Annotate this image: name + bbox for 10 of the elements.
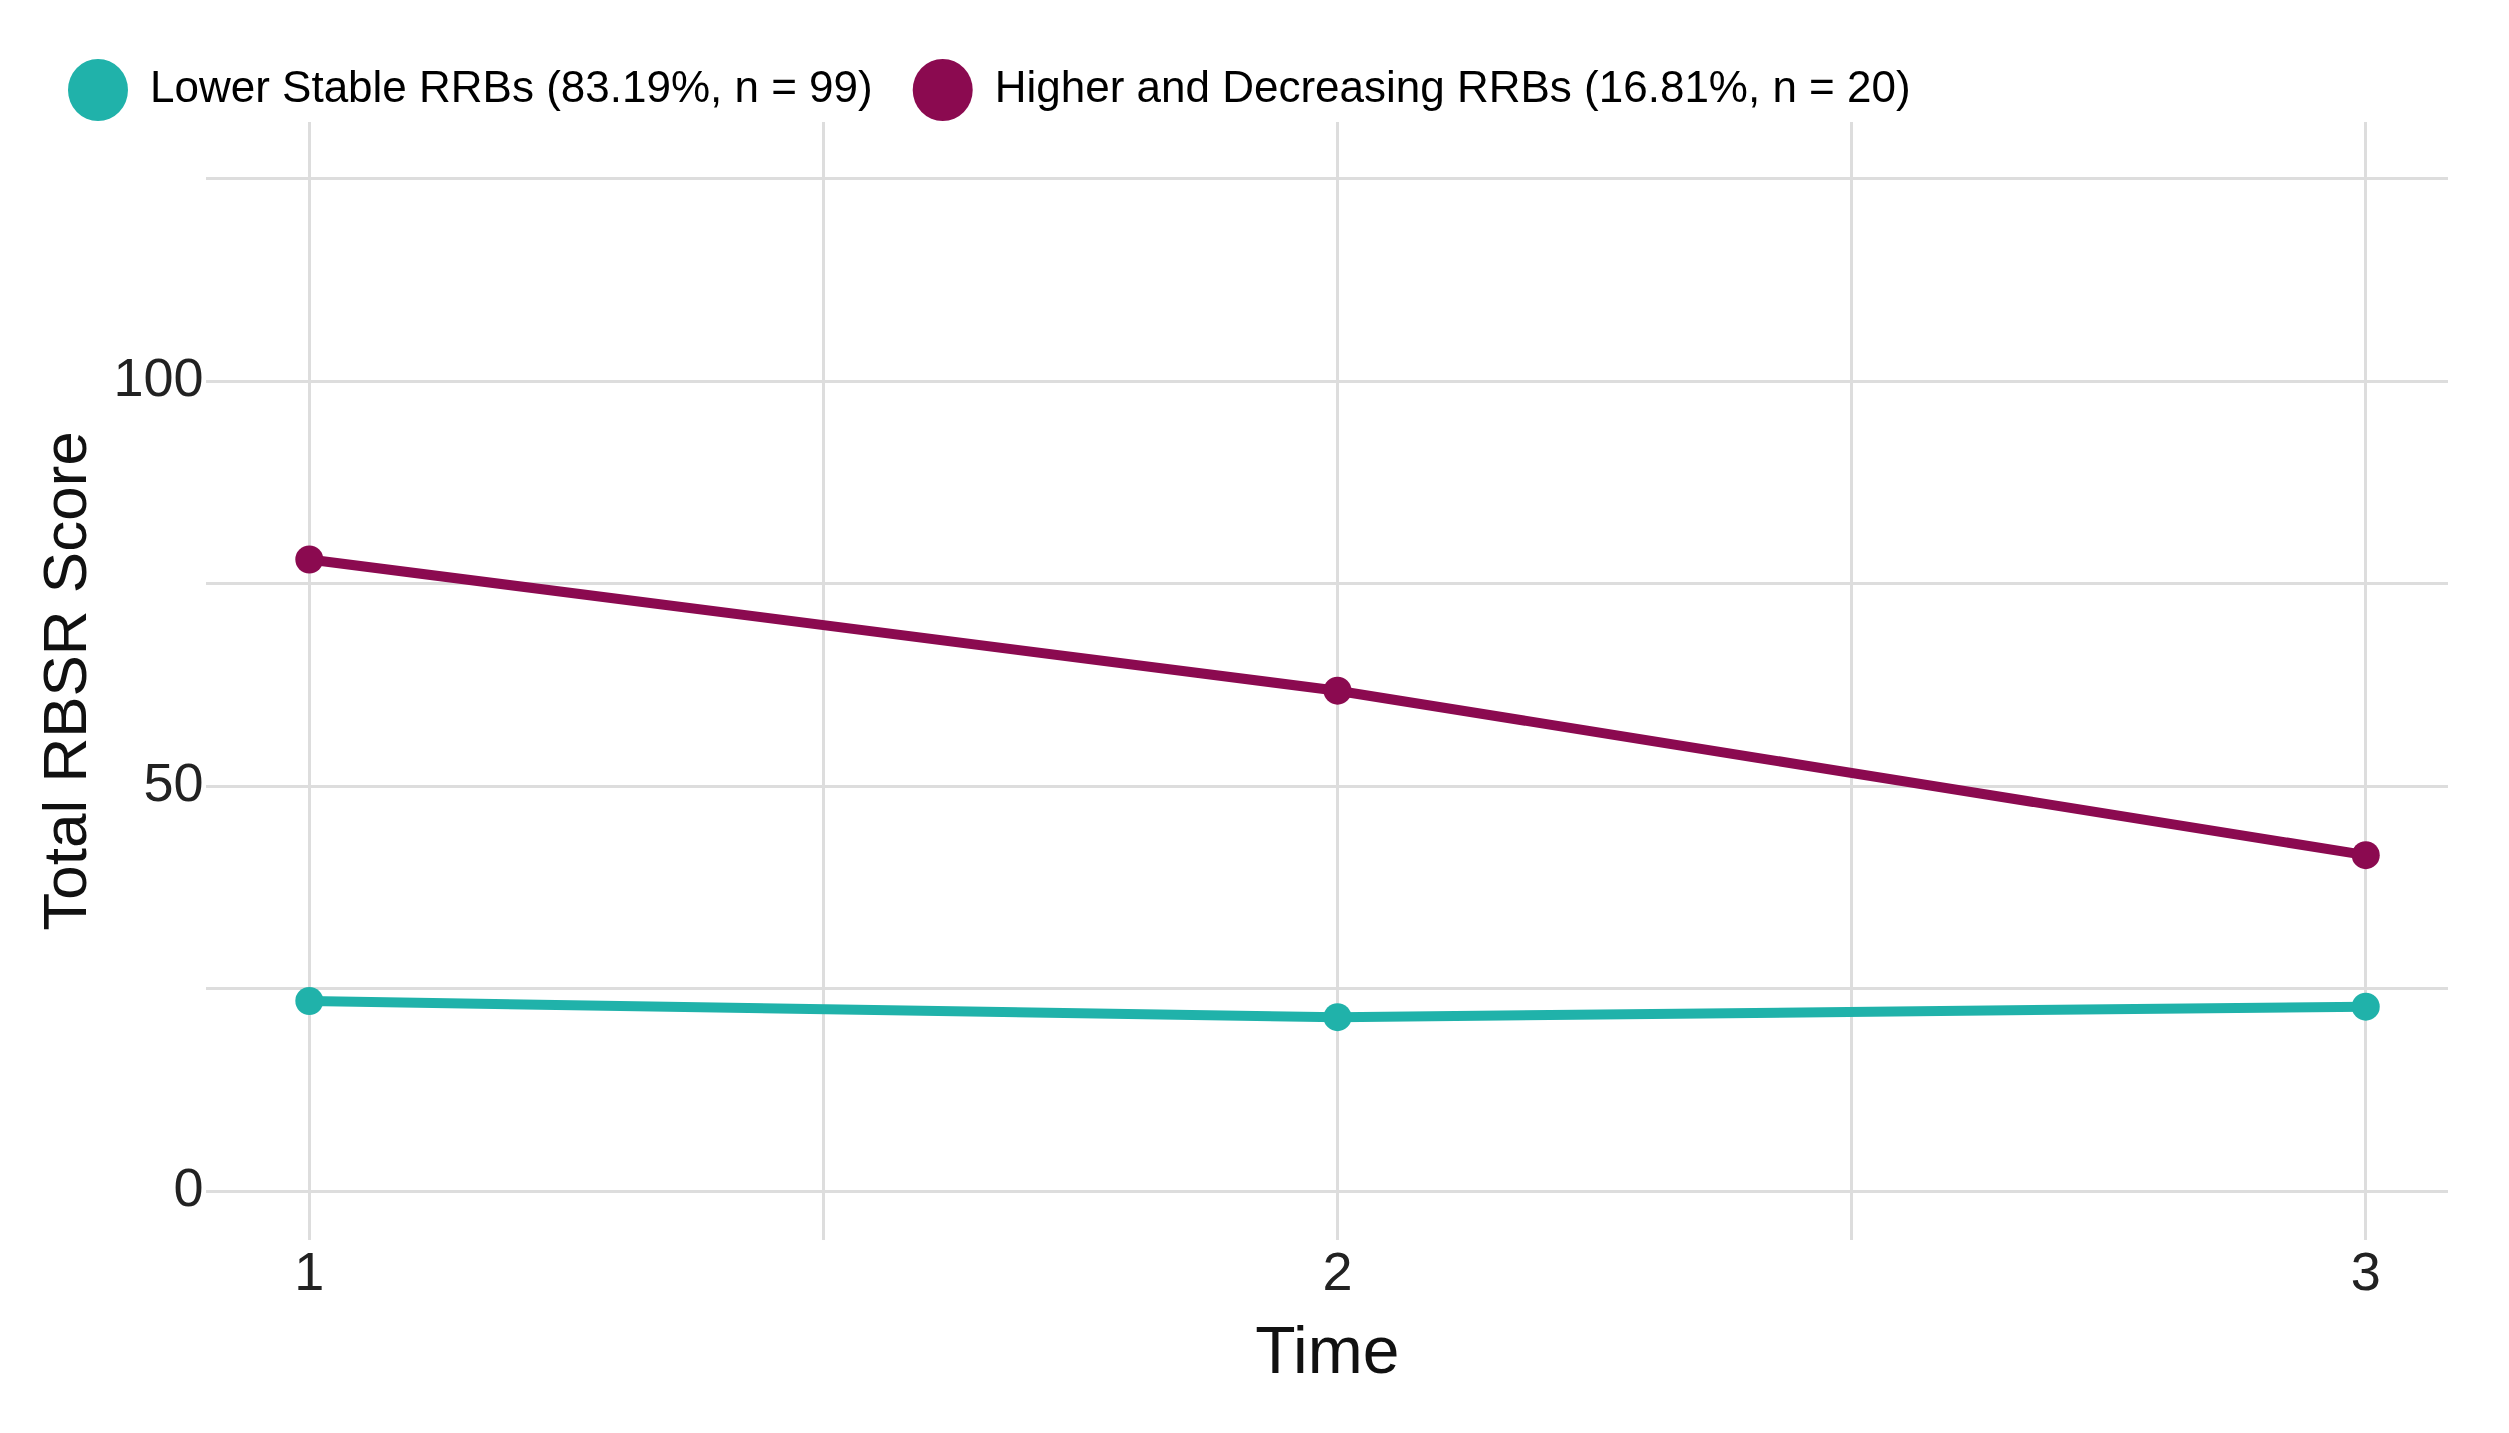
x-tick-label: 3 xyxy=(2350,1241,2381,1302)
y-tick-label: 50 xyxy=(143,752,204,813)
x-axis-title: Time xyxy=(1255,1312,1400,1387)
legend-label: Lower Stable RRBs (83.19%, n = 99) xyxy=(150,62,873,112)
x-tick-label: 1 xyxy=(294,1241,325,1302)
legend-label: Higher and Decreasing RRBs (16.81%, n = 20) xyxy=(994,62,1911,112)
y-tick-label: 0 xyxy=(173,1157,204,1218)
y-tick-label: 100 xyxy=(113,347,204,408)
y-axis-title: Total RBSR Score xyxy=(30,431,100,931)
x-tick-label: 2 xyxy=(1322,1241,1353,1302)
